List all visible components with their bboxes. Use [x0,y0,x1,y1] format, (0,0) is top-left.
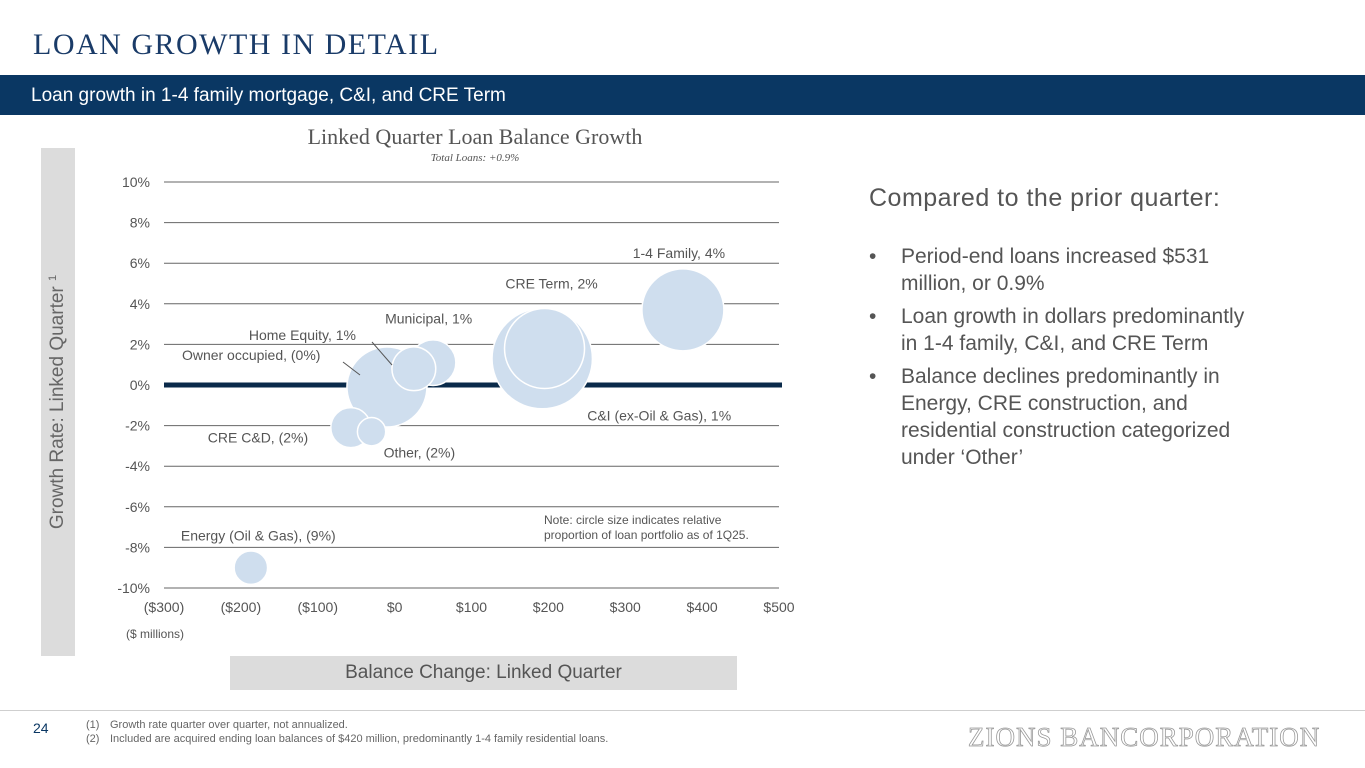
footnote: (2) Included are acquired ending loan bal… [86,732,608,746]
commentary-heading: Compared to the prior quarter: [869,184,1221,212]
x-tick-label: $0 [387,599,403,615]
y-tick-label: 4% [130,296,150,312]
footnote-number: (2) [86,733,100,745]
bullet-item: • Loan growth in dollars predominantly in… [869,303,1261,357]
commentary-bullets: • Period-end loans increased $531 million… [869,243,1289,471]
bubble-label: CRE C&D, (2%) [208,430,308,446]
footer-divider [0,710,1365,711]
bubble-label: CRE Term, 2% [505,275,597,291]
bubble-label: Home Equity, 1% [249,327,356,343]
chart-note: proportion of loan portfolio as of 1Q25. [544,528,749,542]
y-tick-label: 2% [130,336,150,352]
y-tick-label: -10% [117,580,150,596]
y-tick-label: -2% [125,418,150,434]
bullet-text: Loan growth in dollars predominantly in … [901,305,1245,355]
chart-note: Note: circle size indicates relative [544,513,722,527]
bubble-label: 1-4 Family, 4% [633,245,725,261]
footnote: (1) Growth rate quarter over quarter, not… [86,718,608,732]
bubble-label: Energy (Oil & Gas), (9%) [181,528,336,544]
bubble [503,307,586,390]
y-tick-label: -4% [125,458,150,474]
footnote-text: Growth rate quarter over quarter, not an… [110,719,348,731]
x-axis-title: Balance Change: Linked Quarter [345,662,622,683]
x-tick-label: $500 [763,599,794,615]
y-axis-panel: Growth Rate: Linked Quarter 1 [41,148,75,656]
y-tick-label: -8% [125,539,150,555]
banner-text: Loan growth in 1-4 family mortgage, C&I,… [31,85,506,106]
bubble [233,550,269,586]
page-number: 24 [33,720,49,736]
bullet-marker: • [869,365,877,388]
subtitle-banner: Loan growth in 1-4 family mortgage, C&I,… [0,75,1365,115]
bullet-marker: • [869,245,877,268]
footnote-number: (1) [86,719,100,731]
x-tick-label: ($200) [221,599,261,615]
x-tick-label: $200 [533,599,564,615]
bubble-label: Municipal, 1% [385,311,472,327]
bubble-chart: 10% 8% 6% 4% 2% 0% -2% -4% -6% -8% -10% ($300) ($200… [117,174,794,641]
y-tick-label: 8% [130,215,150,231]
bullet-text: Balance declines predominantly in Energy… [901,365,1231,469]
x-tick-label: ($300) [144,599,184,615]
chart-title: Linked Quarter Loan Balance Growth [307,124,643,149]
company-logo: ZIONS BANCORPORATION [968,722,1321,753]
x-tick-label: $300 [610,599,641,615]
x-tick-label: $400 [687,599,718,615]
slide-title: LOAN GROWTH IN DETAIL [33,28,440,61]
y-tick-label: 10% [122,174,150,190]
bullet-item: • Balance declines predominantly in Energ… [869,363,1261,471]
commentary-panel: Compared to the prior quarter: • Period-e… [869,184,1289,477]
x-tick-label: ($100) [298,599,338,615]
y-tick-label: -6% [125,499,150,515]
leader-line [371,341,393,366]
x-unit-note: ($ millions) [126,627,184,641]
footnote-text: Included are acquired ending loan balanc… [110,733,609,745]
bullet-text: Period-end loans increased $531 million,… [901,245,1210,295]
bubble [356,416,387,447]
bubble [391,346,437,392]
chart-subtitle: Total Loans: +0.9% [430,152,520,164]
y-tick-label: 6% [130,255,150,271]
bubble-label: Other, (2%) [384,445,456,461]
y-tick-label: 0% [130,377,150,393]
leader-line [342,361,361,376]
bubble-label: C&I (ex-Oil & Gas), 1% [587,408,731,424]
bubble-label: Owner occupied, (0%) [182,347,321,363]
x-tick-label: $100 [456,599,487,615]
x-axis-panel: Balance Change: Linked Quarter [230,656,737,690]
footnotes: (1) Growth rate quarter over quarter, not… [86,718,608,746]
bullet-marker: • [869,305,877,328]
bullet-item: • Period-end loans increased $531 million… [869,243,1261,297]
bubble [641,268,725,352]
